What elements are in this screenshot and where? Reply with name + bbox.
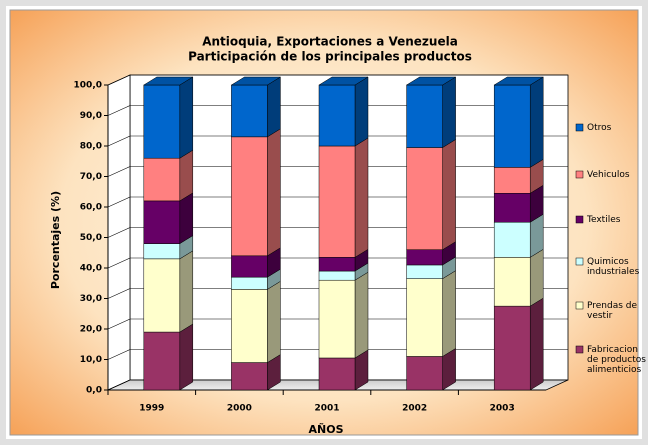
bar-side <box>442 139 456 251</box>
bar-side <box>529 248 544 307</box>
bar-top <box>230 76 282 86</box>
bar <box>318 84 356 147</box>
bar <box>143 200 181 244</box>
bar <box>231 136 268 257</box>
bar-side <box>442 76 456 148</box>
bar <box>493 222 531 258</box>
bar <box>231 289 268 363</box>
bar <box>406 84 443 148</box>
bar <box>143 243 181 260</box>
chart-subtitle: Participación de los principales product… <box>188 50 472 64</box>
y-axis-label: Porcentajes (%) <box>49 191 62 289</box>
bar-side <box>354 271 369 359</box>
bar <box>493 84 531 168</box>
x-tick-label: 2003 <box>490 404 515 414</box>
bar-side <box>354 76 369 147</box>
bar <box>493 167 531 194</box>
bar <box>493 257 531 307</box>
bar-top <box>142 76 194 86</box>
bar-side <box>179 250 194 333</box>
bar-side <box>354 137 369 258</box>
grid-line <box>107 74 568 86</box>
y-tick-label: 90,0 <box>80 111 102 121</box>
bar <box>406 356 443 391</box>
x-tick-label: 2002 <box>402 404 427 414</box>
legend-swatch <box>575 170 584 179</box>
y-tick-label: 10,0 <box>80 355 102 365</box>
y-tick-label: 30,0 <box>80 294 102 304</box>
x-tick-label: 1999 <box>139 404 164 414</box>
legend-label: Fabricacion de productos alimenticios <box>587 345 646 375</box>
x-tick-label: 2001 <box>314 404 339 414</box>
chart-title: Antioquia, Exportaciones a Venezuela <box>202 35 458 49</box>
bar-side <box>179 76 194 159</box>
bar <box>318 257 356 272</box>
bar <box>406 249 443 266</box>
bar-side <box>179 192 194 245</box>
bar <box>143 258 181 333</box>
y-tick-label: 70,0 <box>80 172 102 182</box>
bar <box>318 357 356 391</box>
bar <box>143 84 181 159</box>
bar <box>493 305 531 391</box>
bar <box>143 157 181 202</box>
y-tick-label: 0,0 <box>86 386 102 396</box>
legend-label: Textiles <box>587 215 621 225</box>
bar <box>406 278 443 357</box>
bar-side <box>529 297 544 391</box>
legend-swatch <box>575 257 584 266</box>
bar <box>406 264 443 279</box>
legend-label: Vehiculos <box>587 170 630 180</box>
y-tick-label: 20,0 <box>80 325 102 335</box>
x-tick-label: 2000 <box>227 404 252 414</box>
x-axis-label: AÑOS <box>309 423 344 436</box>
bar-top <box>405 76 457 86</box>
bar <box>143 331 181 391</box>
bar-top <box>318 76 369 86</box>
bar-side <box>179 149 194 202</box>
legend-label: Prendas de vestir <box>587 301 638 321</box>
bar <box>406 147 443 250</box>
y-tick-label: 80,0 <box>80 142 102 152</box>
bar-side <box>529 76 544 168</box>
bar-side <box>179 323 194 391</box>
legend-label: Otros <box>587 123 612 133</box>
bar-side <box>442 270 456 357</box>
bar <box>231 276 268 290</box>
legend-swatch <box>575 123 584 132</box>
bar-side <box>267 280 281 363</box>
y-tick-label: 60,0 <box>80 203 102 213</box>
bar <box>318 145 356 258</box>
bar <box>318 279 356 359</box>
bar <box>493 193 531 223</box>
bar <box>231 84 268 138</box>
y-tick-label: 50,0 <box>80 233 102 243</box>
legend-label: Quimicos industriales <box>587 257 640 277</box>
bar <box>318 270 356 281</box>
bar <box>231 362 268 391</box>
legend-swatch <box>575 215 584 224</box>
y-tick-label: 40,0 <box>80 264 102 274</box>
bar-side <box>267 128 281 257</box>
legend-swatch <box>575 345 584 354</box>
bar-top <box>493 76 545 86</box>
bar <box>231 255 268 278</box>
bar-side <box>267 76 281 138</box>
legend-swatch <box>575 301 584 310</box>
y-tick-label: 100,0 <box>74 81 102 91</box>
